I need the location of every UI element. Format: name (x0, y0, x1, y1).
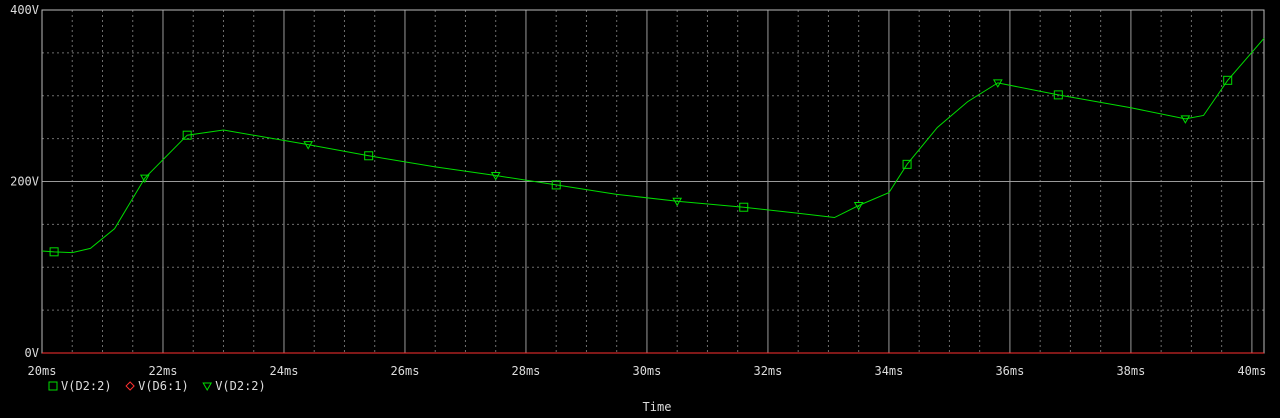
x-axis-label: Time (643, 400, 672, 414)
x-tick-label: 34ms (874, 364, 903, 378)
data-point-diamond (125, 381, 135, 391)
x-tick-label: 28ms (512, 364, 541, 378)
x-tick-label: 36ms (995, 364, 1024, 378)
x-tick-labels: 20ms 22ms 24ms 26ms 28ms 30ms 32ms 34ms 36ms 38ms… (28, 364, 1267, 378)
data-point-triangle (139, 174, 150, 184)
data-point-square (551, 180, 561, 190)
x-tick-label: 40ms (1237, 364, 1266, 378)
data-point-triangle (992, 79, 1003, 88)
legend-entry-label: V(D6:1) (138, 379, 189, 393)
y-tick-label: 0V (25, 346, 39, 360)
data-point-triangle (853, 202, 864, 211)
legend: V(D2:2) V(D6:1) V(D2:2) (48, 379, 266, 393)
data-point-square (1053, 90, 1063, 100)
data-point-square (48, 381, 58, 391)
x-tick-label: 24ms (270, 364, 299, 378)
y-tick-label: 400V (10, 3, 39, 17)
series-layer (41, 37, 1265, 354)
data-point-square (1223, 75, 1233, 85)
series-3 (139, 79, 1191, 211)
data-point-square (739, 202, 749, 212)
data-point-triangle (1180, 115, 1191, 124)
legend-entry-label: V(D2:2) (215, 379, 266, 393)
data-point-square (364, 151, 374, 161)
series-1 (41, 37, 1265, 257)
x-tick-label: 26ms (391, 364, 420, 378)
x-tick-label: 30ms (632, 364, 661, 378)
x-tick-label: 20ms (28, 364, 57, 378)
data-point-triangle (490, 171, 501, 181)
x-tick-label: 38ms (1116, 364, 1145, 378)
series-line (41, 37, 1265, 254)
x-tick-label: 32ms (753, 364, 782, 378)
x-tick-label: 22ms (149, 364, 178, 378)
y-tick-label: 200V (10, 175, 39, 189)
data-point-triangle (303, 141, 314, 150)
data-point-square (182, 130, 192, 140)
data-point-triangle (672, 197, 683, 207)
y-tick-labels: 0V 200V 400V (10, 3, 39, 360)
grid-lines (42, 10, 1264, 353)
data-point-square (49, 247, 59, 257)
legend-entry-label: V(D2:2) (61, 379, 112, 393)
data-point-triangle (202, 382, 213, 392)
data-point-square (902, 159, 912, 169)
